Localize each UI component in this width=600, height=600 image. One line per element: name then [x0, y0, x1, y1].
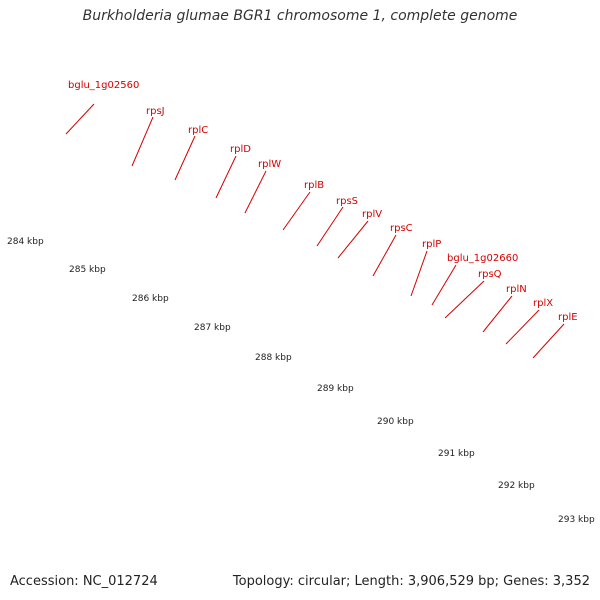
gene-label-rplw[interactable]: rplW — [258, 159, 281, 170]
gene-label-rpsq[interactable]: rpsQ — [478, 269, 502, 280]
label-leader-line — [431, 264, 457, 306]
label-leader-line — [131, 116, 154, 167]
label-leader-line — [174, 135, 196, 181]
kbp-label-291: 291 kbp — [438, 449, 475, 459]
gene-label-bglu-1g02660[interactable]: bglu_1g02660 — [447, 253, 518, 264]
gene-label-bglu-1g02560[interactable]: bglu_1g02560 — [68, 80, 139, 91]
kbp-label-292: 292 kbp — [498, 481, 535, 491]
gene-label-rple[interactable]: rplE — [558, 312, 578, 323]
kbp-label-293: 293 kbp — [558, 515, 595, 525]
label-leader-line — [372, 234, 397, 277]
gene-label-rpsc[interactable]: rpsC — [390, 223, 413, 234]
label-leader-line — [337, 220, 369, 259]
label-leader-line — [65, 103, 95, 135]
label-leader-line — [532, 323, 565, 359]
kbp-label-286: 286 kbp — [132, 294, 169, 304]
gene-label-rplc[interactable]: rplC — [188, 125, 208, 136]
kbp-label-284: 284 kbp — [7, 237, 44, 247]
kbp-label-287: 287 kbp — [194, 323, 231, 333]
label-leader-line — [505, 309, 540, 345]
gene-label-rpln[interactable]: rplN — [506, 284, 527, 295]
gene-label-rplx[interactable]: rplX — [533, 298, 553, 309]
gene-label-rpld[interactable]: rplD — [230, 144, 251, 155]
kbp-label-289: 289 kbp — [317, 384, 354, 394]
label-leader-line — [482, 295, 513, 333]
gene-label-rplv[interactable]: rplV — [362, 209, 382, 220]
label-leaders — [65, 103, 565, 359]
kbp-label-285: 285 kbp — [69, 265, 106, 275]
gene-label-rpss[interactable]: rpsS — [336, 196, 358, 207]
label-leader-line — [410, 250, 428, 297]
gene-label-rplb[interactable]: rplB — [304, 180, 324, 191]
kbp-label-288: 288 kbp — [255, 353, 292, 363]
label-leader-line — [444, 280, 485, 319]
genome-title: Burkholderia glumae BGR1 chromosome 1, c… — [82, 8, 518, 24]
label-leader-line — [244, 170, 267, 214]
label-leader-line — [215, 155, 237, 199]
label-leader-line — [316, 206, 344, 247]
accession-text: Accession: NC_012724 — [10, 574, 158, 589]
genome-summary-text: Topology: circular; Length: 3,906,529 bp… — [232, 574, 590, 589]
gene-label-rpsj[interactable]: rpsJ — [146, 106, 165, 117]
gene-label-rplp[interactable]: rplP — [422, 239, 441, 250]
kbp-label-290: 290 kbp — [377, 417, 414, 427]
label-leader-line — [282, 191, 311, 231]
